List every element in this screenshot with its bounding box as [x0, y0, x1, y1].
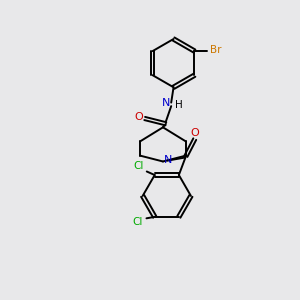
Text: N: N — [164, 155, 172, 165]
Text: Cl: Cl — [133, 161, 144, 171]
Text: N: N — [162, 98, 170, 108]
Text: H: H — [175, 100, 182, 110]
Text: O: O — [190, 128, 199, 138]
Text: Br: Br — [210, 46, 221, 56]
Text: O: O — [134, 112, 143, 122]
Text: Cl: Cl — [132, 217, 143, 227]
